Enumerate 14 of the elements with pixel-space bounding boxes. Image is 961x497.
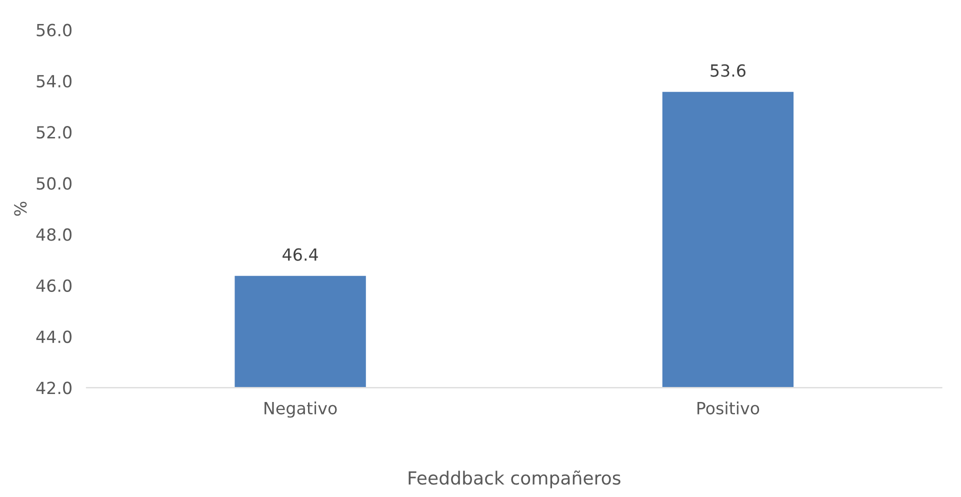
y-tick-label: 42.0 — [36, 382, 72, 394]
y-tick-label: 54.0 — [36, 74, 72, 88]
data-label: 53.6 — [710, 64, 746, 77]
y-tick-label: 44.0 — [36, 330, 72, 344]
y-tick-label: 50.0 — [36, 177, 72, 190]
x-axis-title: Feeddback compañeros — [408, 470, 620, 488]
y-tick-label: 48.0 — [36, 228, 72, 241]
y-tick-label: 56.0 — [36, 24, 72, 36]
y-tick-label: 52.0 — [36, 126, 72, 139]
y-axis-title: % — [14, 202, 27, 216]
y-tick-label: 46.0 — [36, 279, 72, 292]
data-label: 46.4 — [282, 248, 318, 261]
x-tick-label: Positivo — [698, 402, 760, 414]
x-tick-label: Negativo — [264, 402, 337, 418]
